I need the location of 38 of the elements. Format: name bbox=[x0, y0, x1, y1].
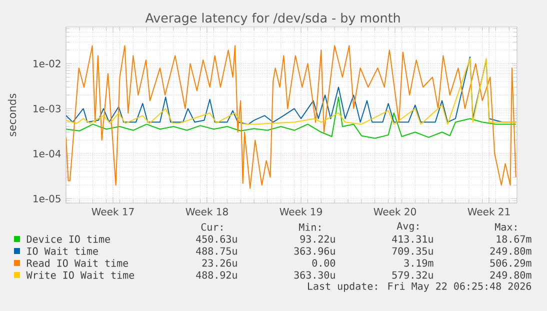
y-tick-label: 1e-04 bbox=[34, 150, 61, 158]
text: 488.75u bbox=[196, 247, 237, 255]
text: 23.26u bbox=[202, 259, 237, 267]
text: 93.22u bbox=[300, 235, 335, 243]
text: 709.35u bbox=[392, 247, 433, 255]
text: 363.96u bbox=[294, 247, 335, 255]
line-series bbox=[66, 96, 516, 139]
chart-title: Average latency for /dev/sda - by month bbox=[145, 12, 400, 26]
legend-label: Read IO Wait time bbox=[26, 259, 128, 267]
legend-label: IO Wait time bbox=[27, 247, 98, 255]
text: 249.80m bbox=[490, 271, 532, 279]
text: 488.92u bbox=[196, 271, 237, 279]
x-tick-label: Week 17 bbox=[92, 208, 134, 216]
x-tick-label: Week 20 bbox=[374, 208, 416, 216]
x-tick-label: Week 19 bbox=[280, 208, 322, 216]
text: 18.67m bbox=[496, 235, 532, 243]
text: Avg: bbox=[396, 222, 418, 232]
legend-label: Device IO time bbox=[26, 235, 110, 243]
line-series bbox=[66, 45, 516, 189]
y-tick-label: 1e-02 bbox=[34, 60, 60, 68]
legend-label: Write IO Wait time bbox=[26, 271, 134, 279]
text: 363.30u bbox=[294, 271, 335, 279]
text: 579.32u bbox=[392, 271, 433, 279]
text: 413.31u bbox=[392, 235, 433, 243]
text: 0.00 bbox=[312, 259, 336, 267]
text: Max: bbox=[495, 223, 516, 231]
x-tick-label: Week 21 bbox=[468, 208, 510, 216]
text: 249.80m bbox=[490, 247, 532, 255]
text: Min: bbox=[299, 223, 320, 231]
y-axis-title: seconds bbox=[8, 94, 16, 136]
text: 506.29m bbox=[490, 259, 532, 267]
text: 3.19m bbox=[404, 259, 434, 267]
text: Last update: Fri May 22 06:25:48 2026 bbox=[308, 282, 532, 292]
y-tick-label: 1e-03 bbox=[34, 104, 60, 112]
x-tick-label: Week 18 bbox=[186, 208, 228, 216]
text: Cur: bbox=[201, 223, 222, 231]
y-tick-label: 1e-05 bbox=[34, 194, 60, 202]
text: 450.63u bbox=[196, 235, 237, 243]
